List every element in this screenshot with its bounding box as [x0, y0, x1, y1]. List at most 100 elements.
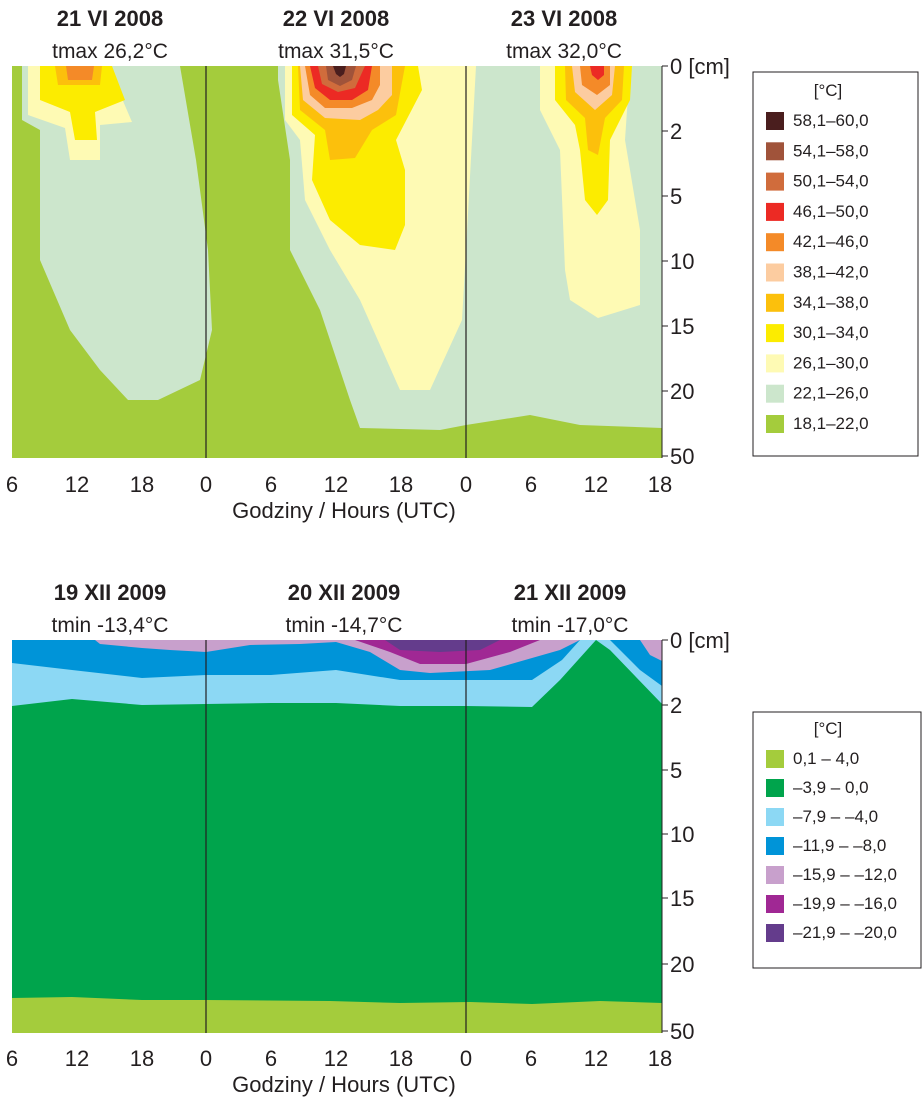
legend-label: –15,9 – –12,0: [793, 865, 897, 884]
panel-date: 21 XII 2009: [514, 580, 627, 605]
legend-label: 54,1–58,0: [793, 141, 869, 160]
x-tick-label: 12: [324, 472, 348, 497]
band-neg4-0: [12, 640, 662, 1004]
legend-swatch: [766, 924, 784, 942]
x-tick-label: 18: [389, 472, 413, 497]
legend-swatch: [766, 415, 784, 433]
x-axis-label: Godziny / Hours (UTC): [232, 1072, 456, 1097]
panel-date: 19 XII 2009: [54, 580, 167, 605]
summer-plot-area: [12, 66, 662, 458]
winter-plot-area: [12, 640, 662, 1033]
y-tick-label: 10: [670, 249, 694, 274]
y-tick-label: 0 [cm]: [670, 628, 730, 653]
legend-swatch: [766, 384, 784, 403]
winter-x-axis: 6 12 18 0 6 12 18 0 6 12 18 Godziny / Ho…: [6, 1046, 672, 1097]
band-neg22-neg20: [385, 640, 500, 652]
x-tick-label: 0: [460, 1046, 472, 1071]
x-tick-label: 12: [65, 472, 89, 497]
summer-y-axis: 0 [cm] 2 5 10 15 20 50: [661, 54, 730, 469]
legend-label: 58,1–60,0: [793, 111, 869, 130]
panel-extreme: tmax 31,5°C: [278, 40, 394, 63]
legend-swatch: [766, 808, 784, 826]
x-tick-label: 0: [200, 1046, 212, 1071]
legend-swatch: [766, 263, 784, 282]
legend-label: –7,9 – –4,0: [793, 807, 878, 826]
x-tick-label: 18: [648, 472, 672, 497]
legend-label: 42,1–46,0: [793, 232, 869, 251]
y-tick-label: 5: [670, 758, 682, 783]
legend-swatch: [766, 172, 784, 191]
legend-label: 26,1–30,0: [793, 353, 869, 372]
summer-chart: 21 VI 2008 tmax 26,2°C 22 VI 2008 tmax 3…: [6, 6, 919, 523]
legend-swatch: [766, 142, 784, 161]
y-tick-label: 2: [670, 693, 682, 718]
legend-label: 38,1–42,0: [793, 263, 869, 282]
y-tick-label: 10: [670, 822, 694, 847]
panel-extreme: tmin -14,7°C: [286, 614, 403, 637]
winter-panel-titles: 19 XII 2009 tmin -13,4°C 20 XII 2009 tmi…: [52, 580, 629, 637]
legend-label: 50,1–54,0: [793, 172, 869, 191]
legend-swatch: [766, 895, 784, 913]
panel-extreme: tmin -17,0°C: [512, 614, 629, 637]
y-tick-label: 0 [cm]: [670, 54, 730, 79]
legend-label: –19,9 – –16,0: [793, 894, 897, 913]
legend-label: 0,1 – 4,0: [793, 749, 859, 768]
legend-label: 30,1–34,0: [793, 323, 869, 342]
panel-extreme: tmax 26,2°C: [52, 40, 168, 63]
panel-extreme: tmax 32,0°C: [506, 40, 622, 63]
y-tick-label: 50: [670, 1019, 694, 1044]
y-tick-label: 15: [670, 314, 694, 339]
panel-date: 22 VI 2008: [283, 6, 389, 31]
x-tick-label: 12: [324, 1046, 348, 1071]
winter-y-axis: 0 [cm] 2 5 10 15 20 50: [661, 628, 730, 1044]
y-tick-label: 20: [670, 952, 694, 977]
band-neg16-neg12: [95, 640, 662, 673]
x-tick-label: 18: [389, 1046, 413, 1071]
x-tick-label: 12: [584, 472, 608, 497]
x-tick-label: 18: [648, 1046, 672, 1071]
legend-swatch: [766, 324, 784, 343]
band-58-60: [333, 66, 346, 77]
x-tick-label: 18: [130, 1046, 154, 1071]
summer-x-axis: 6 12 18 0 6 12 18 0 6 12 18 Godziny / Ho…: [6, 472, 672, 523]
legend-label: 18,1–22,0: [793, 414, 869, 433]
legend-swatch: [766, 354, 784, 373]
legend-swatch: [766, 233, 784, 252]
legend-label: 46,1–50,0: [793, 202, 869, 221]
legend-title: [°C]: [814, 81, 843, 100]
x-tick-label: 18: [130, 472, 154, 497]
x-tick-label: 6: [265, 1046, 277, 1071]
y-tick-label: 15: [670, 886, 694, 911]
panel-date: 23 VI 2008: [511, 6, 617, 31]
x-tick-label: 12: [65, 1046, 89, 1071]
legend-label: 22,1–26,0: [793, 384, 869, 403]
y-tick-label: 2: [670, 119, 682, 144]
legend-label: –11,9 – –8,0: [793, 836, 886, 855]
y-tick-label: 20: [670, 379, 694, 404]
legend-swatch: [766, 866, 784, 884]
legend-label: –3,9 – 0,0: [793, 778, 869, 797]
legend-swatch: [766, 750, 784, 768]
legend-swatch: [766, 293, 784, 312]
legend-swatch: [766, 112, 784, 130]
y-tick-label: 50: [670, 444, 694, 469]
x-tick-label: 0: [460, 472, 472, 497]
x-tick-label: 6: [6, 472, 18, 497]
x-tick-label: 12: [584, 1046, 608, 1071]
summer-panel-titles: 21 VI 2008 tmax 26,2°C 22 VI 2008 tmax 3…: [52, 6, 622, 63]
x-tick-label: 6: [525, 472, 537, 497]
x-tick-label: 6: [6, 1046, 18, 1071]
summer-legend: [°C] 58,1–60,0 54,1–58,0 50,1–54,0 46,1–50,…: [752, 71, 919, 457]
panel-extreme: tmin -13,4°C: [52, 614, 169, 637]
panel-date: 21 VI 2008: [57, 6, 163, 31]
legend-label: –21,9 – –20,0: [793, 923, 897, 942]
x-tick-label: 6: [265, 472, 277, 497]
legend-swatch: [766, 202, 784, 221]
winter-chart: 19 XII 2009 tmin -13,4°C 20 XII 2009 tmi…: [6, 580, 922, 1097]
winter-legend: [°C] 0,1 – 4,0 –3,9 – 0,0 –7,9 – –4,0 –11,9…: [752, 711, 922, 969]
legend-label: 34,1–38,0: [793, 293, 869, 312]
x-tick-label: 6: [525, 1046, 537, 1071]
y-tick-label: 5: [670, 184, 682, 209]
band-26-30: [28, 66, 640, 390]
